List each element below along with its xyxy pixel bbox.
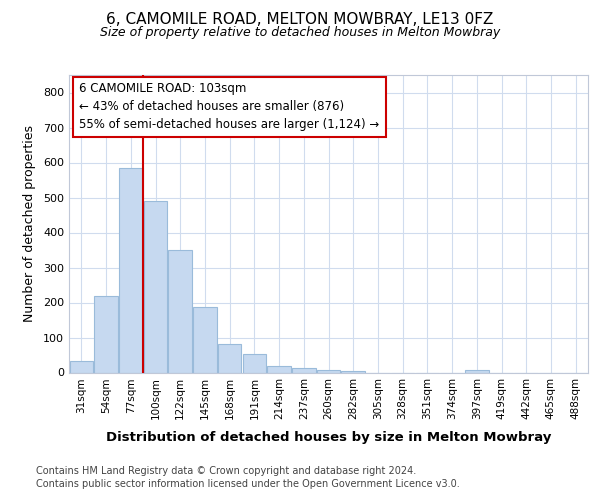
Bar (218, 344, 241, 372)
Text: Size of property relative to detached houses in Melton Mowbray: Size of property relative to detached ho… (100, 26, 500, 39)
Bar (193, 306, 217, 372)
Bar (341, 371, 365, 372)
X-axis label: Distribution of detached houses by size in Melton Mowbray: Distribution of detached houses by size … (106, 430, 551, 444)
Y-axis label: Number of detached properties: Number of detached properties (23, 125, 36, 322)
Bar (70, 361, 93, 372)
Bar (268, 366, 291, 372)
Text: Contains public sector information licensed under the Open Government Licence v3: Contains public sector information licen… (36, 479, 460, 489)
Text: 6, CAMOMILE ROAD, MELTON MOWBRAY, LE13 0FZ: 6, CAMOMILE ROAD, MELTON MOWBRAY, LE13 0… (106, 12, 494, 28)
Bar (169, 250, 192, 372)
Bar (144, 201, 167, 372)
Bar (292, 368, 316, 372)
Bar (317, 370, 340, 372)
Text: Contains HM Land Registry data © Crown copyright and database right 2024.: Contains HM Land Registry data © Crown c… (36, 466, 416, 476)
Bar (465, 370, 488, 372)
Bar (94, 296, 118, 372)
Bar (242, 354, 266, 372)
Text: 6 CAMOMILE ROAD: 103sqm
← 43% of detached houses are smaller (876)
55% of semi-d: 6 CAMOMILE ROAD: 103sqm ← 43% of detache… (79, 82, 380, 132)
Bar (119, 168, 143, 372)
